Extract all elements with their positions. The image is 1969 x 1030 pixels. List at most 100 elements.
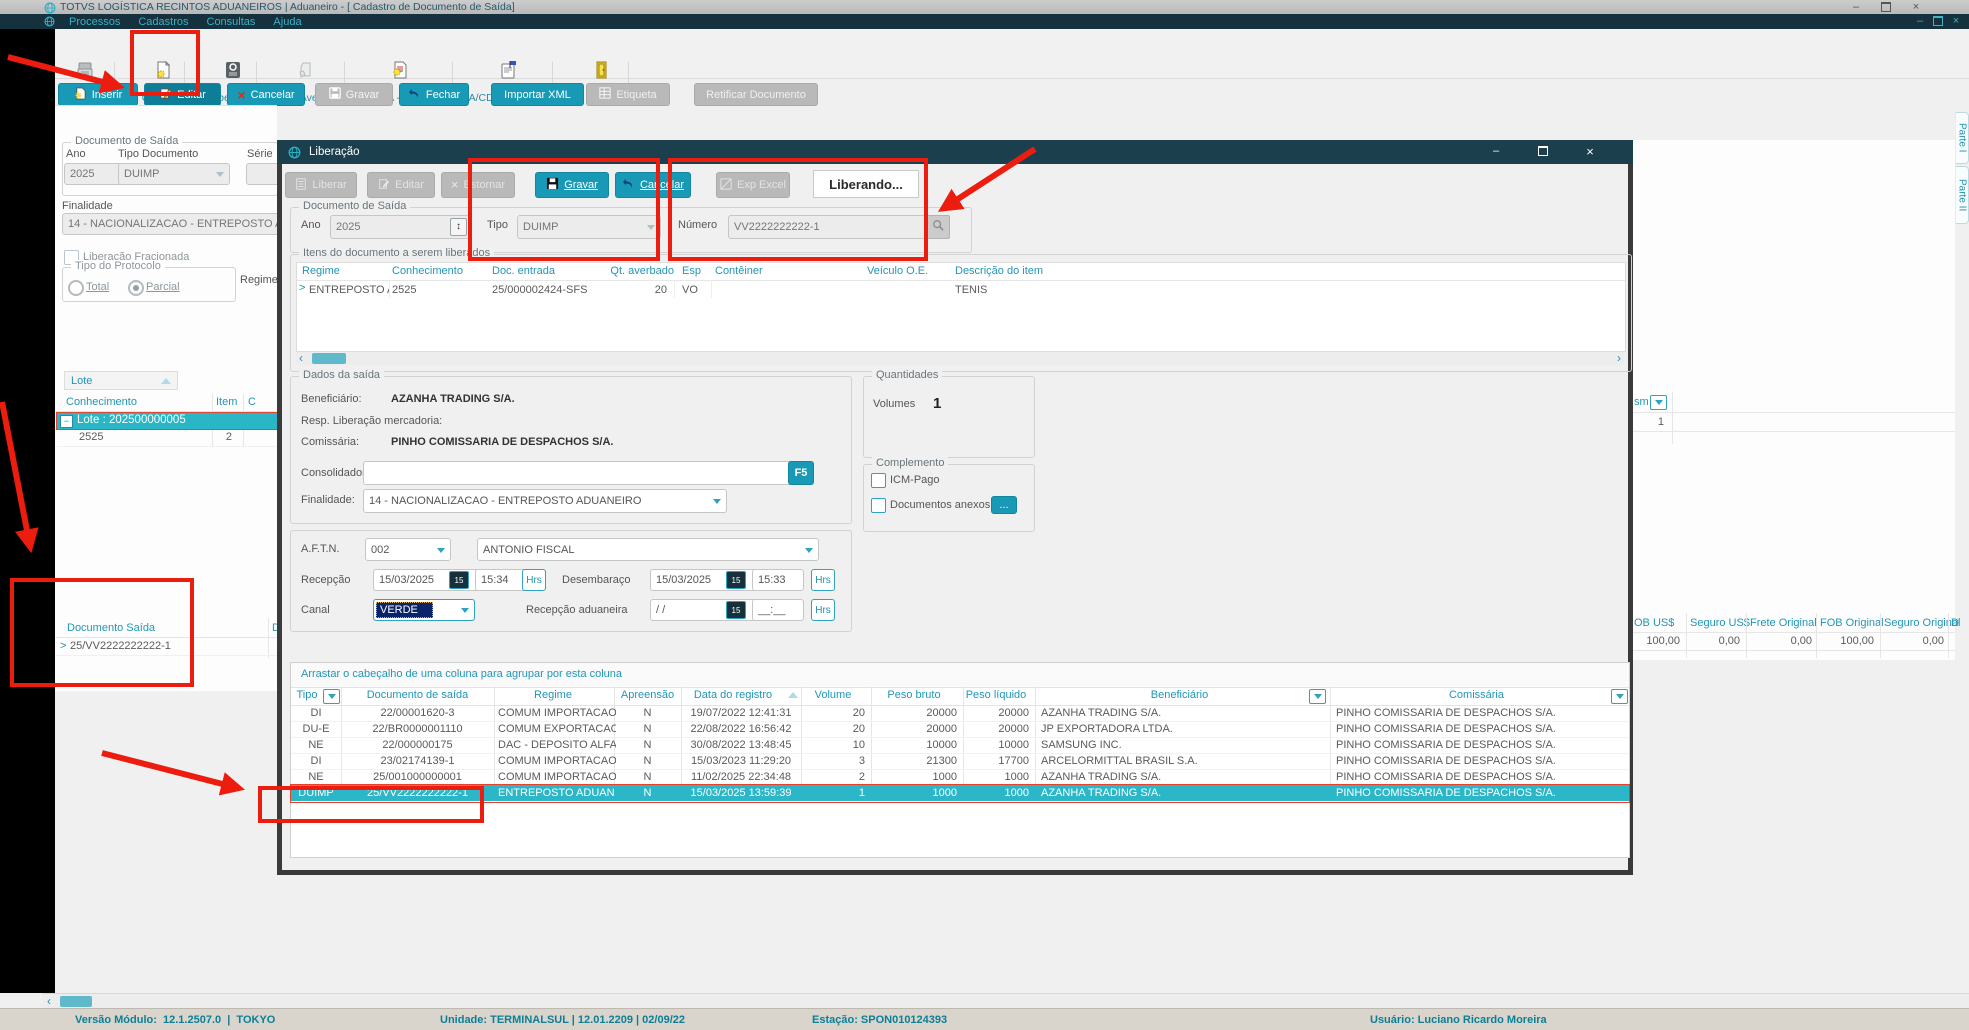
inserir-button[interactable]: Inserir (58, 83, 138, 106)
col-tipo[interactable]: Tipo (296, 689, 318, 701)
retificar-documento-button[interactable]: Retificar Documento (694, 83, 818, 106)
collapse-icon[interactable]: − (60, 415, 73, 428)
col-fob-original[interactable]: FOB Original (1820, 617, 1884, 629)
col-data-registro[interactable]: Data do registro (693, 689, 773, 701)
menu-processos[interactable]: Processos (69, 15, 121, 28)
tab-parte-i[interactable]: Parte I (1955, 112, 1969, 164)
recepcao-aduaneira-hrs-button[interactable]: Hrs (811, 599, 835, 621)
window-maximize-button[interactable] (1873, 1, 1899, 13)
tipo-documento-select[interactable]: DUIMP (118, 163, 230, 185)
dialog-maximize-button[interactable] (1530, 145, 1556, 157)
consolidador-f5-button[interactable]: F5 (788, 461, 814, 485)
finalidade-field[interactable]: 14 - NACIONALIZACAO - ENTREPOSTO ADU (62, 213, 287, 235)
mdi-restore-button[interactable] (1930, 15, 1946, 27)
scroll-right-icon[interactable]: › (1617, 351, 1621, 365)
col-peso-bruto[interactable]: Peso bruto (887, 689, 941, 701)
calendar-icon[interactable]: 15 (449, 571, 469, 589)
desembaraco-time-field[interactable]: 15:33 (752, 569, 804, 591)
itens-col-conteiner[interactable]: Contêiner (715, 265, 763, 277)
tipo-filter-button[interactable] (323, 689, 340, 704)
itens-hscrollbar[interactable]: ‹ › (296, 352, 1624, 365)
beneficiario-filter-button[interactable] (1309, 689, 1326, 704)
mdi-close-button[interactable]: × (1952, 15, 1960, 27)
scrollbar-thumb[interactable] (312, 353, 346, 364)
menu-ajuda[interactable]: Ajuda (273, 15, 302, 28)
col-apreensao[interactable]: Apreensão (620, 689, 675, 701)
dialog-editar-button[interactable]: Editar (367, 172, 435, 198)
aftn-name-select[interactable]: ANTONIO FISCAL (477, 538, 819, 561)
col-d-clipped[interactable]: D (272, 622, 280, 634)
protocolo-parcial-radio[interactable] (128, 280, 144, 296)
col-documento-saida[interactable]: Documento de saída (366, 689, 469, 701)
etiqueta-button[interactable]: Etiqueta (586, 83, 670, 106)
recepcao-aduaneira-time-field[interactable]: __:__ (752, 599, 804, 621)
menu-consultas[interactable]: Consultas (206, 15, 256, 28)
protocolo-total-radio[interactable] (68, 280, 84, 296)
window-minimize-button[interactable]: – (1852, 1, 1860, 13)
dialog-minimize-button[interactable]: – (1492, 145, 1500, 157)
col-frete-original[interactable]: Frete Original (1750, 617, 1817, 629)
col-seguro-usd[interactable]: Seguro US$ (1690, 617, 1750, 629)
consolidador-field[interactable] (363, 461, 795, 485)
col-regime[interactable]: Regime (534, 689, 572, 701)
col-volume[interactable]: Volume (814, 689, 852, 701)
sm-filter-button[interactable] (1650, 395, 1667, 410)
importar-xml-button[interactable]: Importar XML (491, 83, 584, 106)
grid-group-band[interactable]: Arrastar o cabeçalho de uma coluna para … (291, 663, 1629, 688)
scroll-left-icon[interactable]: ‹ (47, 994, 51, 1008)
itens-col-regime[interactable]: Regime (302, 265, 340, 277)
lote-group-row[interactable]: − Lote : 202500000005 (56, 412, 278, 430)
table-row[interactable]: NE 25/001000000001 COMUM IMPORTACAO N 11/02/… (291, 769, 1629, 786)
col-d-clipped[interactable]: D (1951, 617, 1959, 629)
gravar-button[interactable]: Gravar (315, 83, 393, 106)
documento-saida-row[interactable]: > 25/VV2222222222-1 (56, 639, 277, 656)
table-row-selected[interactable]: DUIMP 25/VV2222222222-1 ENTREPOSTO ADUAN N 1… (290, 784, 1630, 803)
table-row[interactable]: DI 23/02174139-1 COMUM IMPORTACAO N 15/03/20… (291, 753, 1629, 770)
dialog-close-button[interactable]: × (1586, 143, 1594, 159)
dialog-gravar-button[interactable]: Gravar (535, 172, 609, 198)
col-comissaria[interactable]: Comissária (1448, 689, 1504, 701)
dialog-ano-field[interactable]: 2025 ↕ (330, 215, 470, 239)
main-hscrollbar[interactable]: ‹ (42, 993, 1969, 1009)
col-seguro-original[interactable]: Seguro Original (1884, 617, 1961, 629)
table-row[interactable]: NE 22/000000175 DAC - DEPOSITO ALFA N 30/08/… (291, 737, 1629, 754)
lote-child-row[interactable]: 2525 2 (57, 430, 277, 447)
itens-row[interactable]: > ENTREPOSTO ADI 2525 25/000002424-SFS 2… (299, 282, 988, 296)
desembaraco-hrs-button[interactable]: Hrs (811, 569, 835, 591)
itens-col-esp[interactable]: Esp (682, 265, 701, 277)
tab-parte-ii[interactable]: Parte II (1955, 166, 1969, 224)
ano-field[interactable]: 2025 (64, 163, 122, 185)
comissaria-filter-button[interactable] (1611, 689, 1628, 704)
lote-sort-header[interactable]: Lote (64, 371, 178, 390)
menu-cadastros[interactable]: Cadastros (138, 15, 189, 28)
spinner-icon[interactable]: ↕ (450, 218, 467, 236)
col-documento-saida[interactable]: Documento Saída (67, 622, 156, 634)
icm-pago-checkbox[interactable] (871, 473, 886, 488)
recepcao-time-field[interactable]: 15:34 (475, 569, 529, 591)
col-conhecimento[interactable]: Conhecimento (66, 396, 137, 408)
dialog-finalidade-select[interactable]: 14 - NACIONALIZACAO - ENTREPOSTO ADUANEI… (363, 489, 727, 513)
mdi-minimize-button[interactable]: – (1916, 15, 1924, 27)
scroll-left-icon[interactable]: ‹ (299, 351, 303, 365)
dialog-numero-field[interactable]: VV2222222222-1 (728, 215, 932, 239)
calendar-icon[interactable]: 15 (726, 571, 746, 589)
window-close-button[interactable]: × (1912, 1, 1920, 13)
scrollbar-thumb[interactable] (60, 996, 92, 1007)
table-row[interactable]: DU-E 22/BR0000001110 COMUM EXPORTACAO N 22/0… (291, 721, 1629, 738)
exp-excel-button[interactable]: Exp Excel (716, 172, 790, 198)
col-fob-usd-clipped[interactable]: OB US$ (1634, 617, 1675, 629)
itens-col-descricao[interactable]: Descrição do item (955, 265, 1044, 277)
itens-col-doc-entrada[interactable]: Doc. entrada (492, 265, 555, 277)
canal-select[interactable]: VERDE (373, 599, 475, 621)
col-beneficiario[interactable]: Beneficiário (1150, 689, 1209, 701)
itens-col-conhecimento[interactable]: Conhecimento (392, 265, 463, 277)
calendar-icon[interactable]: 15 (726, 601, 746, 619)
fechar-button[interactable]: Fechar (399, 83, 469, 106)
liberar-button[interactable]: Liberar (285, 172, 357, 198)
itens-col-veiculo-oe[interactable]: Veículo O.E. (867, 265, 929, 277)
documentos-anexos-more-button[interactable]: ... (991, 496, 1017, 514)
col-item[interactable]: Item (216, 396, 238, 408)
col-peso-liquido[interactable]: Peso líquido (965, 689, 1027, 701)
dialog-tipo-select[interactable]: DUIMP (517, 215, 661, 239)
dialog-cancelar-button[interactable]: Cancelar (615, 172, 691, 198)
